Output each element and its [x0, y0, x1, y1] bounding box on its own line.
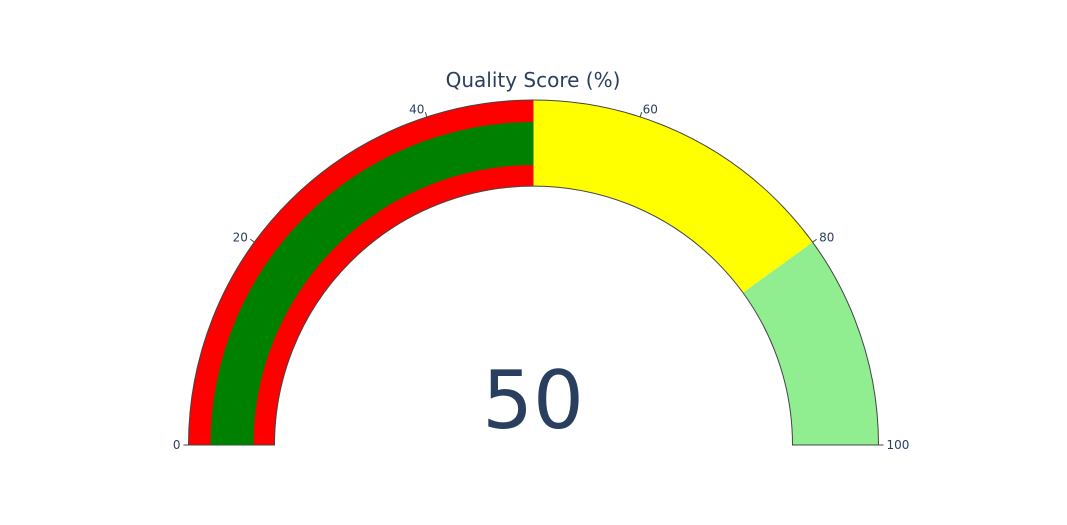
- gauge-step-0: [188, 100, 534, 445]
- gauge-tick-80: [812, 238, 817, 243]
- gauge-tick-label-0: 0: [173, 438, 181, 452]
- gauge-step-2: [743, 242, 879, 445]
- chart-title: Quality Score (%): [446, 68, 621, 92]
- gauge-tick-60: [639, 111, 643, 118]
- gauge-step-1: [533, 100, 813, 293]
- gauge-tick-label-20: 20: [233, 231, 248, 245]
- gauge-tick-20: [250, 238, 255, 243]
- gauge-tick-label-60: 60: [643, 102, 658, 116]
- gauge-tick-label-100: 100: [887, 438, 910, 452]
- gauge-steps: [187, 99, 880, 446]
- gauge-tick-label-80: 80: [819, 231, 834, 245]
- gauge-value-number: 50: [482, 354, 584, 447]
- gauge-value-bar: [210, 122, 534, 445]
- gauge-tick-40: [424, 111, 428, 118]
- gauge-bar: [210, 122, 534, 445]
- gauge-axis: 0 20 40 60 80 100: [173, 102, 910, 452]
- gauge-outline: [187, 99, 880, 446]
- gauge-tick-label-40: 40: [409, 102, 424, 116]
